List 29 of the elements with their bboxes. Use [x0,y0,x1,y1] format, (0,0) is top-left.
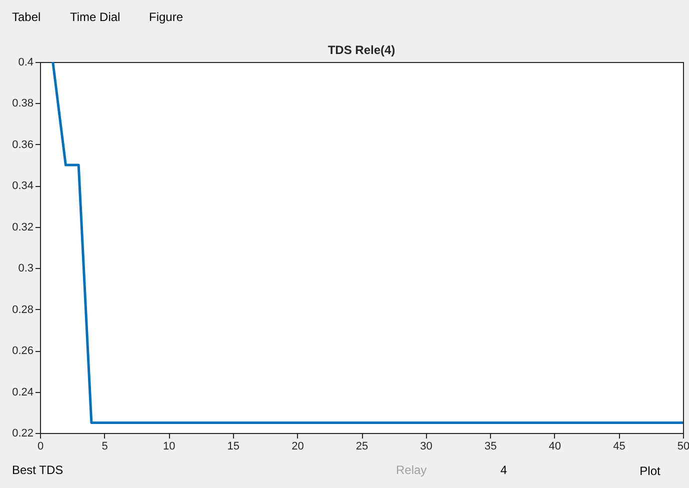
x-tick-label: 40 [548,440,562,452]
y-tick-label: 0.3 [18,262,34,275]
text: Tabel [12,10,41,24]
y-tick-label: 0.34 [12,180,34,192]
y-tick-label: 0.26 [12,345,34,358]
text: Time Dial [70,10,120,24]
y-tick-label: 0.32 [12,221,34,234]
text: Relay [396,463,427,477]
x-tick-label: 0 [37,440,44,452]
y-tick-label: 0.38 [12,98,34,110]
text: Plot [640,464,661,478]
x-tick-label: 35 [484,440,497,452]
x-tick-label: 45 [613,440,626,452]
x-tick-label: 50 [677,440,689,452]
y-tick-label: 0.24 [12,386,34,398]
x-tick-label: 25 [356,440,368,452]
text: Figure [149,10,184,24]
x-tick-label: 10 [162,440,176,452]
text: Best TDS [12,463,64,477]
y-tick-label: 0.4 [18,56,34,68]
x-tick-label: 15 [227,440,240,452]
x-tick-label: 5 [102,440,108,452]
y-tick-label: 0.22 [12,428,34,440]
y-tick-label: 0.28 [12,304,34,316]
y-tick-label: 0.36 [12,138,34,151]
text: 4 [500,463,508,477]
x-tick-label: 30 [420,440,432,452]
x-tick-label: 20 [292,440,304,452]
chart-title: TDS Rele(4) [328,43,396,57]
